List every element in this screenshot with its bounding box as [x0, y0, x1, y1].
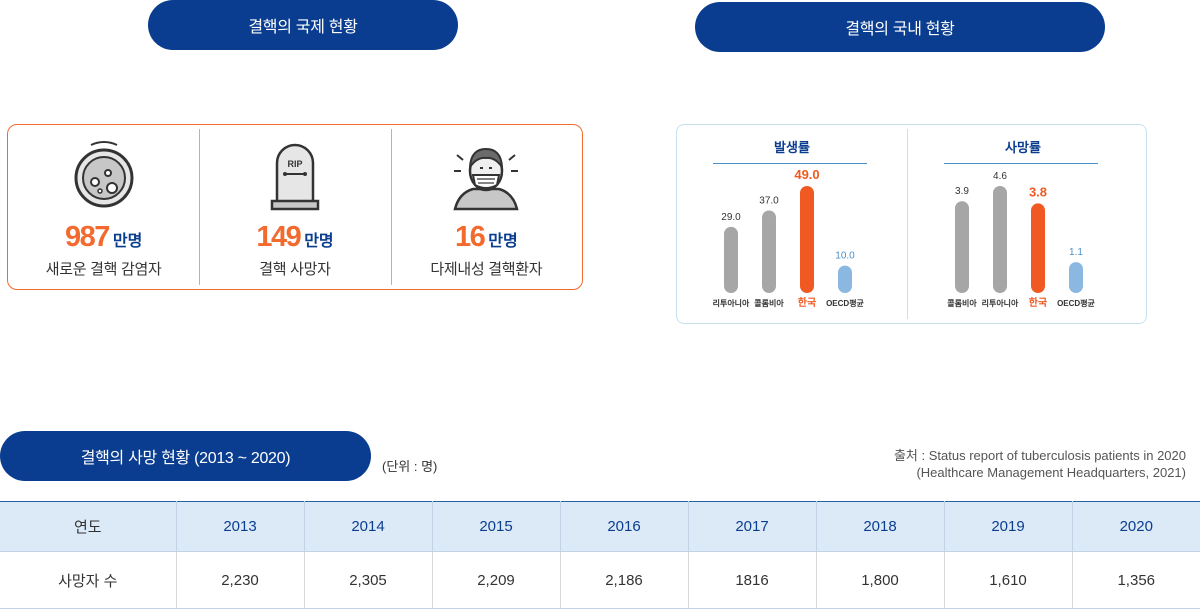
table-cell: 1816	[688, 551, 817, 609]
chart-bar-base	[838, 284, 852, 286]
chart-category-label: 콜롬비아	[754, 298, 784, 308]
column-header: 2017	[688, 501, 817, 552]
stat-number: 149	[256, 221, 301, 253]
stat-number: 987	[64, 221, 110, 253]
stat-unit: 만명	[304, 233, 334, 250]
chart-value-label: 1.1	[1069, 247, 1083, 258]
svg-text:RIP: RIP	[287, 159, 302, 169]
international-status-header: 결핵의 국제 현황	[148, 0, 458, 50]
table-cell: 2,186	[560, 551, 689, 609]
table-cell: 2,305	[304, 551, 433, 609]
stat-label: 결핵 사망자	[259, 261, 331, 278]
column-header: 2014	[304, 501, 433, 552]
chart-bar	[800, 186, 814, 293]
stat-new-infections: 987 만명 새로운 결핵 감염자	[8, 125, 199, 289]
stat-unit: 만명	[488, 233, 518, 250]
chart-value-label: 49.0	[794, 167, 819, 182]
chart-bar-group: 37.0 콜롬비아	[754, 195, 784, 308]
mortality-bar-chart: 3.9 콜롬비아 4.6 리투아니아 3.8 한국 1.1 OECD평균	[947, 171, 1095, 309]
chart-value-label: 37.0	[759, 195, 779, 206]
stat-unit: 만명	[112, 233, 143, 250]
chart-category-label: OECD평균	[826, 298, 864, 308]
chart-category-label: 리투아니아	[982, 298, 1019, 308]
chart-bar-group: 4.6 리투아니아	[982, 171, 1019, 308]
incidence-bar-chart: 29.0 리투아니아 37.0 콜롬비아 49.0 한국 10.0 OECD평균	[713, 167, 865, 309]
column-header: 2019	[944, 501, 1073, 552]
chart-category-label: 리투아니아	[713, 298, 750, 308]
tombstone-rip-icon: RIP	[260, 141, 330, 211]
chart-bar	[955, 201, 969, 293]
chart-bar-group: 1.1 OECD평균	[1057, 247, 1095, 308]
stat-label: 새로운 결핵 감염자	[45, 261, 162, 278]
mortality-chart: 사망률 3.9 콜롬비아 4.6 리투아니아 3.8 한국 1.1 OECD평균	[908, 125, 1138, 321]
stat-mdr-patients: 16 만명 다제내성 결핵환자	[390, 125, 582, 289]
chart-title: 발생률	[774, 140, 810, 155]
death-stats-table: 연도 2013 2014 2015 2016 2017 2018 2019 20…	[0, 501, 1200, 609]
chart-value-label: 10.0	[835, 251, 855, 262]
domestic-charts-panel: 발생률 29.0 리투아니아 37.0 콜롬비아 49.0 한국 10.0 OECD평균 사망…	[676, 124, 1147, 324]
source-note: 출처 : Status report of tuberculosis patie…	[894, 447, 1186, 481]
chart-category-label: 한국	[798, 297, 816, 309]
column-header: 2015	[432, 501, 561, 552]
chart-bar-base	[762, 284, 776, 286]
chart-bar-group: 3.8 한국	[1029, 184, 1047, 309]
table-row: 사망자 수 2,230 2,305 2,209 2,186 1816 1,800…	[0, 551, 1200, 609]
chart-value-label: 29.0	[721, 212, 741, 223]
chart-bar	[1069, 262, 1083, 293]
chart-title: 사망률	[1005, 140, 1041, 155]
chart-title-rule	[713, 163, 867, 164]
table-cell: 1,356	[1072, 551, 1200, 609]
table-header-row: 연도 2013 2014 2015 2016 2017 2018 2019 20…	[0, 501, 1200, 552]
chart-bar	[724, 226, 738, 293]
chart-divider	[907, 129, 908, 319]
stat-number: 16	[454, 221, 486, 253]
column-header: 연도	[0, 501, 177, 552]
chart-category-label: 콜롬비아	[947, 298, 977, 308]
chart-value-label: 4.6	[993, 171, 1007, 182]
chart-bar	[1031, 203, 1045, 293]
chart-value-label: 3.8	[1029, 184, 1047, 199]
chart-bar	[838, 265, 852, 293]
unit-note: (단위 : 명)	[382, 459, 438, 474]
column-header: 2020	[1072, 501, 1200, 552]
chart-bar	[993, 186, 1007, 293]
chart-bar-base	[800, 284, 814, 286]
stat-deaths: RIP 149 만명 결핵 사망자	[199, 125, 390, 289]
chart-bar	[762, 210, 776, 293]
chart-bar-base	[993, 284, 1007, 286]
chart-bar-group: 49.0 한국	[794, 167, 819, 309]
international-stats-panel: 987 만명 새로운 결핵 감염자 RIP 149 만명 결핵 사망자	[7, 124, 583, 290]
bacteria-petri-icon	[69, 141, 139, 211]
row-label: 사망자 수	[0, 551, 177, 609]
chart-bar-base	[1069, 284, 1083, 286]
source-line-1: 출처 : Status report of tuberculosis patie…	[893, 448, 1186, 463]
incidence-chart: 발생률 29.0 리투아니아 37.0 콜롬비아 49.0 한국 10.0 OECD평균	[677, 125, 907, 321]
chart-bar-group: 29.0 리투아니아	[713, 212, 750, 308]
table-cell: 1,610	[944, 551, 1073, 609]
stat-label: 다제내성 결핵환자	[430, 261, 543, 278]
death-status-header: 결핵의 사망 현황 (2013 ~ 2020)	[0, 431, 371, 481]
chart-bar-group: 3.9 콜롬비아	[947, 186, 977, 308]
column-header: 2018	[816, 501, 945, 552]
chart-category-label: 한국	[1029, 297, 1047, 309]
chart-bar-base	[724, 284, 738, 286]
column-header: 2013	[176, 501, 305, 552]
table-cell: 1,800	[816, 551, 945, 609]
chart-value-label: 3.9	[955, 186, 969, 197]
chart-title-rule	[944, 163, 1098, 164]
chart-bar-base	[955, 284, 969, 286]
chart-category-label: OECD평균	[1057, 298, 1095, 308]
domestic-status-header: 결핵의 국내 현황	[695, 2, 1105, 52]
column-header: 2016	[560, 501, 689, 552]
source-line-2: (Healthcare Management Headquarters, 202…	[916, 465, 1186, 480]
table-cell: 2,230	[176, 551, 305, 609]
chart-bar-group: 10.0 OECD평균	[826, 251, 864, 308]
table-cell: 2,209	[432, 551, 561, 609]
chart-bar-base	[1031, 284, 1045, 286]
masked-patient-icon	[451, 141, 521, 211]
